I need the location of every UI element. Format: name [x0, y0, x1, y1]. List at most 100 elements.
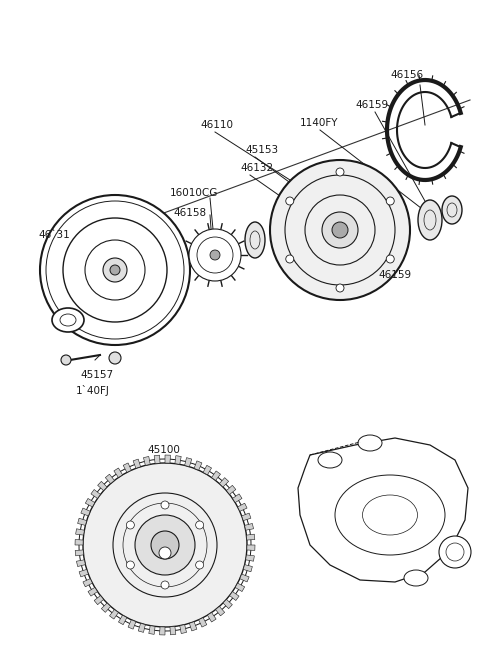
Circle shape — [161, 581, 169, 589]
Circle shape — [110, 265, 120, 275]
Ellipse shape — [442, 196, 462, 224]
Polygon shape — [144, 457, 150, 465]
Polygon shape — [247, 545, 255, 551]
Circle shape — [126, 561, 134, 569]
Ellipse shape — [245, 222, 265, 258]
Polygon shape — [245, 524, 253, 530]
Polygon shape — [194, 461, 202, 470]
Circle shape — [270, 160, 410, 300]
Text: 46159: 46159 — [378, 270, 411, 280]
Ellipse shape — [52, 308, 84, 332]
Text: 45157: 45157 — [80, 370, 113, 380]
Polygon shape — [240, 574, 249, 582]
Polygon shape — [203, 465, 212, 475]
Circle shape — [83, 463, 247, 627]
Ellipse shape — [418, 200, 442, 240]
Circle shape — [161, 501, 169, 509]
Circle shape — [336, 284, 344, 292]
Polygon shape — [88, 587, 97, 596]
Polygon shape — [246, 534, 255, 540]
Polygon shape — [128, 620, 136, 629]
Polygon shape — [78, 518, 87, 526]
Polygon shape — [91, 489, 100, 499]
Text: 46156: 46156 — [390, 70, 423, 80]
Polygon shape — [235, 583, 245, 591]
Circle shape — [126, 521, 134, 529]
Polygon shape — [165, 455, 170, 463]
Text: 16010CG: 16010CG — [170, 188, 218, 198]
Polygon shape — [223, 599, 232, 608]
Ellipse shape — [404, 570, 428, 586]
Polygon shape — [105, 474, 114, 484]
Polygon shape — [227, 486, 236, 495]
Polygon shape — [94, 596, 104, 604]
Polygon shape — [149, 625, 155, 635]
Polygon shape — [246, 555, 254, 561]
Polygon shape — [75, 550, 84, 556]
Text: 46132: 46132 — [240, 163, 273, 173]
Text: 46158: 46158 — [173, 208, 206, 218]
Polygon shape — [212, 471, 220, 480]
Ellipse shape — [318, 452, 342, 468]
Circle shape — [336, 168, 344, 176]
Polygon shape — [154, 455, 160, 464]
Polygon shape — [75, 539, 83, 545]
Polygon shape — [83, 579, 92, 587]
Polygon shape — [229, 591, 239, 600]
Circle shape — [196, 521, 204, 529]
Circle shape — [322, 212, 358, 248]
Circle shape — [40, 195, 190, 345]
Circle shape — [61, 355, 71, 365]
Polygon shape — [216, 606, 225, 616]
Circle shape — [286, 255, 294, 263]
Circle shape — [103, 258, 127, 282]
Polygon shape — [79, 570, 88, 577]
Circle shape — [332, 222, 348, 238]
Circle shape — [386, 197, 394, 205]
Polygon shape — [180, 625, 187, 633]
Circle shape — [135, 515, 195, 575]
Polygon shape — [97, 482, 107, 491]
Circle shape — [210, 250, 220, 260]
Polygon shape — [243, 564, 252, 572]
Text: 46110: 46110 — [200, 120, 233, 130]
Circle shape — [109, 352, 121, 364]
Polygon shape — [76, 560, 85, 566]
Polygon shape — [138, 623, 145, 633]
Polygon shape — [185, 458, 192, 466]
Polygon shape — [219, 478, 228, 487]
Text: 46159: 46159 — [355, 100, 388, 110]
Polygon shape — [232, 494, 242, 503]
Polygon shape — [76, 529, 84, 535]
Polygon shape — [109, 610, 119, 619]
Text: 1`40FJ: 1`40FJ — [76, 385, 110, 396]
Circle shape — [159, 547, 171, 559]
Text: 46`31: 46`31 — [38, 230, 70, 240]
Polygon shape — [238, 503, 247, 511]
Polygon shape — [159, 627, 165, 635]
Polygon shape — [81, 508, 90, 516]
Circle shape — [439, 536, 471, 568]
Text: 45100: 45100 — [147, 445, 180, 455]
Text: 45153: 45153 — [245, 145, 278, 155]
Polygon shape — [123, 463, 132, 472]
Polygon shape — [85, 499, 95, 507]
Circle shape — [189, 229, 241, 281]
Circle shape — [79, 459, 251, 631]
Polygon shape — [207, 612, 216, 622]
Polygon shape — [175, 456, 181, 464]
Polygon shape — [199, 618, 207, 627]
Polygon shape — [133, 459, 141, 468]
Polygon shape — [101, 603, 110, 612]
Polygon shape — [241, 513, 251, 520]
Circle shape — [286, 197, 294, 205]
Polygon shape — [114, 468, 122, 478]
Circle shape — [151, 531, 179, 559]
Polygon shape — [190, 622, 197, 631]
Polygon shape — [170, 626, 176, 635]
Circle shape — [386, 255, 394, 263]
Ellipse shape — [358, 435, 382, 451]
Circle shape — [196, 561, 204, 569]
Polygon shape — [119, 615, 127, 625]
Text: 1140FY: 1140FY — [300, 118, 338, 128]
